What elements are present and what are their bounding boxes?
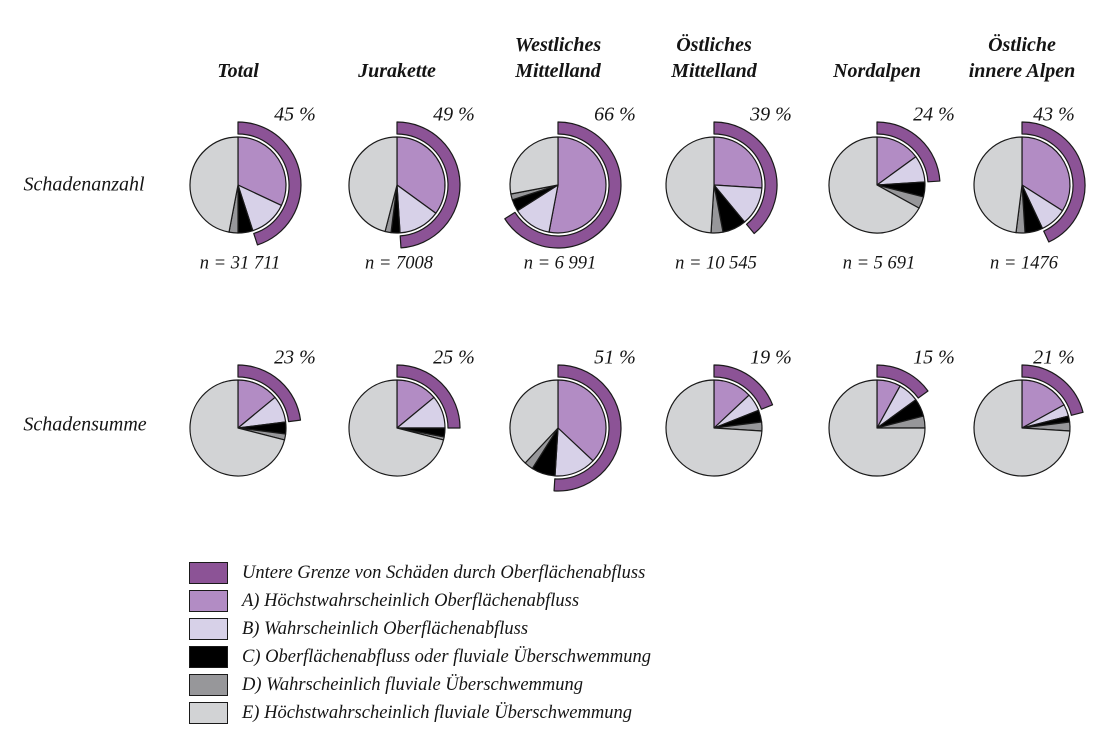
legend-swatch-untere-grenze [189,562,228,584]
pie-schadensumme-oestliches-mittelland [665,364,774,477]
column-header-line: Östliche [988,34,1056,56]
arc-untere-grenze [396,121,461,249]
percent-label-schadensumme-westliches-mittelland: 51 % [594,346,636,369]
legend-item-c: C) Oberflächenabfluss oder fluviale Über… [189,645,651,669]
legend-label-untere-grenze: Untere Grenze von Schäden durch Oberfläc… [242,563,646,583]
legend-label-e: E) Höchstwahrscheinlich fluviale Übersch… [242,703,632,723]
arc-untere-grenze [1021,364,1084,416]
legend-label-b: B) Wahrscheinlich Oberflächenabfluss [242,619,529,639]
arc-untere-grenze [237,121,302,246]
column-header-line: Total [217,60,259,82]
pie-schadensumme-total [189,364,302,477]
pie-schadenanzahl-total [189,121,302,246]
legend-item-untere-grenze: Untere Grenze von Schäden durch Oberfläc… [189,561,651,585]
column-header-line: Nordalpen [833,60,921,82]
percent-label-schadenanzahl-jurakette: 49 % [433,103,475,126]
column-header-line: Mittelland [671,60,757,82]
column-header-nordalpen: Nordalpen [833,58,921,84]
pie-slice-e [973,136,1023,234]
row-label-schadensumme: Schadensumme [23,413,147,436]
percent-label-schadensumme-jurakette: 25 % [433,346,475,369]
pie-slice-a [237,136,287,207]
pie-schadenanzahl-nordalpen [828,121,941,234]
column-header-line: Westliches [514,34,602,56]
pie-slice-e [348,379,445,477]
arc-untere-grenze [1021,121,1086,243]
arc-untere-grenze [876,121,941,183]
n-label-jurakette: n = 7008 [365,253,433,274]
column-header-line: Jurakette [358,60,436,82]
arc-untere-grenze [713,364,774,410]
legend-item-d: D) Wahrscheinlich fluviale Überschwemmun… [189,673,651,697]
percent-label-schadenanzahl-nordalpen: 24 % [913,103,955,126]
legend-swatch-c [189,646,228,668]
pie-schadensumme-nordalpen [828,364,929,477]
row-label-schadenanzahl: Schadenanzahl [23,173,145,196]
percent-label-schadenanzahl-total: 45 % [274,103,316,126]
pie-schadenanzahl-jurakette [348,121,461,249]
legend: Untere Grenze von Schäden durch Oberfläc… [189,561,651,729]
legend-item-e: E) Höchstwahrscheinlich fluviale Übersch… [189,701,651,725]
percent-label-schadensumme-total: 23 % [274,346,316,369]
arc-untere-grenze [876,364,929,399]
legend-label-a: A) Höchstwahrscheinlich Oberflächenabflu… [242,591,580,611]
pie-slice-a [396,136,446,214]
pie-slice-e [665,136,715,234]
pie-slice-e [828,136,920,234]
percent-label-schadensumme-oestliches-mittelland: 19 % [750,346,792,369]
n-label-oestliche-innere-alpen: n = 1476 [990,253,1058,274]
arc-untere-grenze [237,364,302,423]
column-header-line: Mittelland [515,60,601,82]
n-label-oestliches-mittelland: n = 10 545 [675,253,757,274]
n-label-westliches-mittelland: n = 6 991 [523,253,597,274]
legend-label-c: C) Oberflächenabfluss oder fluviale Über… [242,647,651,667]
pie-slice-a [548,136,607,234]
pie-slice-a [713,136,763,189]
column-header-jurakette: Jurakette [358,58,436,84]
column-header-total: Total [217,58,259,84]
column-header-oestliches-mittelland: Östliches Mittelland [671,32,757,84]
arc-untere-grenze [553,364,622,492]
pie-slice-a [557,379,607,462]
pie-schadensumme-oestliche-innere-alpen [973,364,1084,477]
arc-untere-grenze [504,121,622,249]
arc-untere-grenze [396,364,461,429]
legend-swatch-e [189,702,228,724]
percent-label-schadenanzahl-westliches-mittelland: 66 % [594,103,636,126]
pie-schadenanzahl-westliches-mittelland [504,121,622,249]
legend-swatch-d [189,674,228,696]
legend-item-a: A) Höchstwahrscheinlich Oberflächenabflu… [189,589,651,613]
legend-swatch-a [189,590,228,612]
percent-label-schadenanzahl-oestliches-mittelland: 39 % [750,103,792,126]
pie-slice-e [828,379,926,477]
pie-slice-e [189,379,286,477]
legend-item-b: B) Wahrscheinlich Oberflächenabfluss [189,617,651,641]
percent-label-schadensumme-oestliche-innere-alpen: 21 % [1033,346,1075,369]
arc-untere-grenze [713,121,778,235]
pie-slice-e [665,379,763,477]
pie-schadensumme-westliches-mittelland [509,364,622,492]
pie-slice-e [189,136,239,233]
percent-label-schadenanzahl-oestliche-innere-alpen: 43 % [1033,103,1075,126]
legend-swatch-b [189,618,228,640]
n-label-nordalpen: n = 5 691 [842,253,916,274]
n-label-total: n = 31 711 [199,253,281,274]
pie-schadenanzahl-oestliche-innere-alpen [973,121,1086,243]
pie-slice-e [509,379,559,464]
pie-slice-e [509,136,559,195]
column-header-oestliche-innere-alpen: Östliche innere Alpen [969,32,1076,84]
pie-schadenanzahl-oestliches-mittelland [665,121,778,235]
pie-slice-e [973,379,1071,477]
column-header-westliches-mittelland: Westliches Mittelland [515,32,601,84]
legend-label-d: D) Wahrscheinlich fluviale Überschwemmun… [242,675,583,695]
column-header-line: innere Alpen [968,60,1076,82]
percent-label-schadensumme-nordalpen: 15 % [913,346,955,369]
pie-slice-a [1021,379,1065,429]
column-header-line: Östliches [676,34,752,56]
pie-schadensumme-jurakette [348,364,461,477]
pie-slice-e [348,136,398,233]
